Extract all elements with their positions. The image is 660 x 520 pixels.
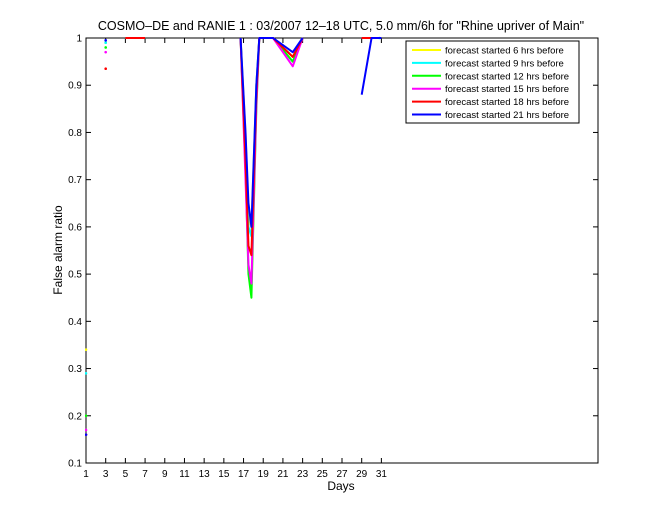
data-point	[85, 371, 88, 375]
legend-entry: forecast started 6 hrs before	[445, 46, 564, 57]
y-tick-label: 0.3	[68, 364, 82, 375]
x-tick-label: 31	[376, 469, 388, 480]
data-point	[85, 348, 88, 351]
x-tick-label: 17	[238, 469, 250, 480]
series-6	[85, 37, 382, 436]
y-tick-label: 0.4	[68, 317, 82, 328]
x-tick-label: 29	[356, 469, 368, 480]
x-tick-label: 27	[336, 469, 348, 480]
legend-entry: forecast started 12 hrs before	[445, 71, 569, 82]
x-tick-label: 21	[277, 469, 289, 480]
data-point	[104, 50, 107, 54]
series-line	[239, 37, 304, 228]
legend-box	[405, 40, 580, 124]
data-point	[104, 41, 107, 45]
legend-entry: forecast started 18 hrs before	[445, 97, 569, 108]
data-point	[85, 414, 88, 418]
y-tick-label: 0.1	[68, 459, 82, 470]
x-tick-label: 7	[142, 469, 148, 480]
data-point	[104, 67, 107, 70]
legend-entry: forecast started 15 hrs before	[445, 84, 569, 95]
legend-entry: forecast started 21 hrs before	[445, 110, 569, 121]
legend-entry: forecast started 9 hrs before	[445, 58, 564, 69]
data-point	[85, 433, 88, 436]
x-tick-label: 1	[83, 469, 89, 480]
series-layer	[85, 36, 382, 436]
x-tick-label: 11	[179, 469, 190, 480]
x-tick-label: 15	[218, 469, 230, 480]
x-tick-label: 23	[297, 469, 309, 480]
x-tick-label: 13	[199, 469, 211, 480]
x-tick-label: 9	[162, 469, 168, 480]
x-tick-label: 3	[103, 469, 109, 480]
x-tick-label: 5	[123, 469, 129, 480]
data-point	[85, 428, 88, 432]
y-tick-label: 1	[76, 34, 82, 45]
y-tick-label: 0.6	[68, 222, 82, 233]
y-tick-label: 0.8	[68, 128, 82, 139]
y-tick-label: 0.9	[68, 81, 82, 92]
chart-title: COSMO–DE and RANIE 1 : 03/2007 12–18 UTC…	[98, 19, 584, 33]
y-axis-label: False alarm ratio	[51, 205, 65, 295]
x-tick-label: 19	[258, 469, 270, 480]
y-tick-label: 0.2	[68, 411, 82, 422]
y-tick-label: 0.5	[68, 270, 82, 281]
y-tick-label: 0.7	[68, 175, 82, 186]
x-tick-label: 25	[317, 469, 329, 480]
data-point	[104, 46, 107, 49]
x-axis-label: Days	[327, 479, 354, 493]
data-point	[104, 39, 107, 42]
series-line	[360, 37, 382, 95]
